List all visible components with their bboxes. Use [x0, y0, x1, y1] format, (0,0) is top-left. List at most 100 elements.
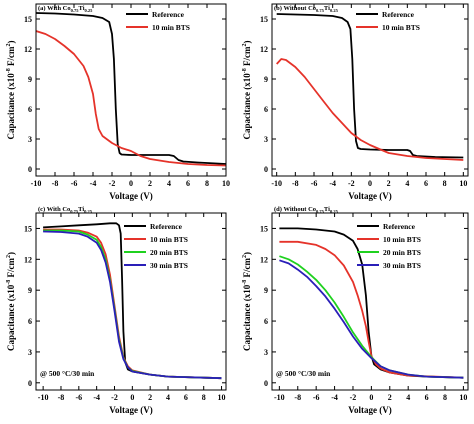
legend: Reference 10 min BTS [356, 10, 420, 32]
x-tick-label: 8 [443, 393, 447, 402]
x-tick-label: -8 [292, 179, 299, 188]
x-tick-label: -8 [52, 179, 59, 188]
x-tick-label: 10 [459, 179, 467, 188]
legend-label: Reference [152, 10, 185, 19]
series-line-30-min-bts [279, 259, 464, 379]
y-tick-label: 15 [24, 15, 32, 24]
x-tick-label: -4 [90, 179, 97, 188]
series-group [36, 12, 226, 167]
y-axis-title: Capacitance (x10-8 F/cm2) [242, 252, 252, 351]
x-axis-title: Voltage (V) [348, 405, 391, 415]
x-tick-label: -4 [331, 393, 338, 402]
y-tick-label: 6 [28, 317, 32, 326]
x-tick-label: 6 [424, 179, 428, 188]
x-tick-label: 4 [166, 393, 170, 402]
y-tick-label: 9 [264, 75, 268, 84]
x-tick-label: -6 [311, 179, 318, 188]
x-tick-label: -8 [58, 393, 65, 402]
x-tick-label: -8 [294, 393, 301, 402]
series-line-reference [276, 13, 464, 159]
y-tick-label: 12 [24, 45, 32, 54]
panel-label: (a) With Co0.75Ti0.25 [38, 5, 93, 13]
y-tick-label: 9 [264, 286, 268, 295]
y-tick-label: 12 [24, 255, 32, 264]
y-tick-label: 3 [264, 135, 268, 144]
legend-label: 10 min BTS [382, 23, 420, 32]
x-tick-label: -6 [313, 393, 320, 402]
x-tick-label: -10 [38, 393, 49, 402]
x-tick-label: -2 [348, 179, 355, 188]
y-tick-label: 6 [28, 105, 32, 114]
x-axis-title: Voltage (V) [109, 405, 152, 415]
x-tick-label: 4 [406, 393, 410, 402]
x-tick-label: 2 [148, 393, 152, 402]
x-tick-label: 2 [148, 179, 152, 188]
legend-label: Reference [382, 10, 415, 19]
x-tick-label: -10 [31, 179, 42, 188]
legend-label: 10 min BTS [150, 235, 188, 244]
chart-panel-2: -10 -8 -6 -4 -2 0 2 4 6 8 10 0 3 6 9 12 15 (b) Without Co… [242, 3, 469, 201]
x-tick-label: -2 [109, 179, 116, 188]
x-tick-label: 0 [130, 393, 134, 402]
x-tick-label: -10 [274, 393, 285, 402]
x-tick-label: -10 [271, 179, 282, 188]
x-tick-label: -6 [75, 393, 82, 402]
series-line-30-min-bts [43, 230, 222, 380]
legend-label: 10 min BTS [383, 235, 421, 244]
legend: Reference 10 min BTS 20 min BTS 30 min BTS [124, 222, 188, 270]
legend-label: 10 min BTS [152, 23, 190, 32]
y-tick-label: 3 [28, 135, 32, 144]
annotation-text: @ 500 °C/30 min [276, 369, 331, 378]
x-tick-label: 6 [184, 393, 188, 402]
y-tick-label: 3 [264, 348, 268, 357]
y-axis-title: Capacitance (x10-8 F/cm2) [6, 41, 16, 140]
y-tick-label: 6 [264, 105, 268, 114]
y-tick-label: 12 [260, 255, 268, 264]
series-line-reference [36, 12, 226, 165]
series-group [276, 13, 464, 161]
x-tick-label: 6 [186, 179, 190, 188]
plot-frame [271, 212, 469, 391]
y-tick-label: 0 [28, 379, 32, 388]
x-tick-label: 0 [368, 179, 372, 188]
x-tick-label: 2 [388, 393, 392, 402]
legend-label: 30 min BTS [383, 261, 421, 270]
series-line-20-min-bts [279, 255, 464, 379]
y-tick-label: 0 [28, 165, 32, 174]
chart-panel-3: -10 -8 -6 -4 -2 0 2 4 6 8 10 0 3 6 9 12 15 (c) With Co0.7… [6, 206, 227, 415]
y-tick-label: 3 [28, 348, 32, 357]
y-tick-label: 0 [264, 379, 268, 388]
plot-frame [35, 212, 227, 391]
x-tick-label: -2 [350, 393, 357, 402]
x-tick-label: 10 [222, 179, 230, 188]
chart-panel-4: -10 -8 -6 -4 -2 0 2 4 6 8 10 0 3 6 9 12 15 (d) Without Co… [242, 206, 469, 415]
legend-label: Reference [150, 222, 183, 231]
y-tick-label: 15 [24, 224, 32, 233]
series-line-reference [43, 222, 222, 380]
x-tick-label: 0 [369, 393, 373, 402]
x-tick-label: 8 [202, 393, 206, 402]
x-tick-label: 10 [459, 393, 467, 402]
x-tick-label: 2 [387, 179, 391, 188]
x-tick-label: 8 [443, 179, 447, 188]
y-tick-label: 0 [264, 165, 268, 174]
series-group [279, 227, 464, 379]
x-tick-label: -2 [111, 393, 118, 402]
legend-label: 20 min BTS [150, 248, 188, 257]
panel-label: (d) Without Co0.75Ti0.25 [274, 206, 339, 214]
series-line-10-min-bts [279, 240, 464, 379]
y-axis-title: Capacitance (x10-8 F/cm2) [6, 252, 16, 351]
annotation-text: @ 500 °C/30 min [40, 369, 95, 378]
x-tick-label: 6 [425, 393, 429, 402]
y-axis-title: Capacitance (x10-8 F/cm2) [242, 41, 252, 140]
x-tick-label: -4 [329, 179, 336, 188]
x-axis-title: Voltage (V) [348, 191, 391, 201]
y-tick-label: 12 [260, 45, 268, 54]
x-tick-label: 0 [129, 179, 133, 188]
x-tick-label: 10 [218, 393, 226, 402]
legend: Reference 10 min BTS 20 min BTS 30 min BTS [357, 222, 421, 270]
y-tick-label: 15 [260, 224, 268, 233]
series-line-10-min-bts [36, 30, 226, 167]
y-tick-label: 9 [28, 286, 32, 295]
